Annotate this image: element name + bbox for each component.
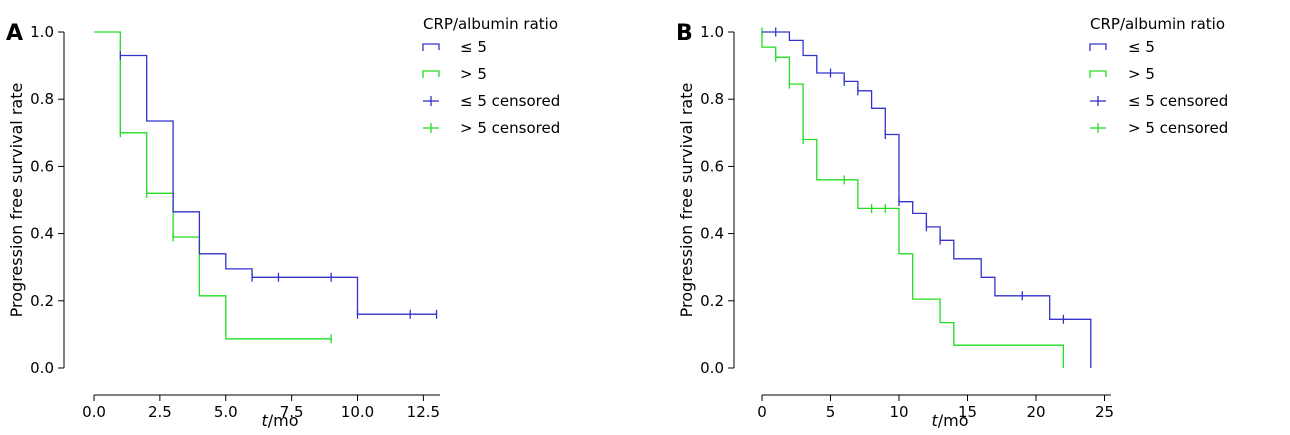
x-axis-label: t/mo xyxy=(261,411,298,430)
legend-label: > 5 xyxy=(1128,65,1155,83)
legend-symbols xyxy=(1089,43,1107,133)
y-tick-label: 0.2 xyxy=(30,292,54,310)
x-axis-label: t/mo xyxy=(931,411,968,430)
x-axis-ticks: 0 5 10 15 20 25 xyxy=(757,395,1114,421)
x-tick-label: 5.0 xyxy=(214,403,238,421)
panel-letter: B xyxy=(676,21,693,46)
x-tick-label: 10 xyxy=(889,403,908,421)
series-line xyxy=(762,31,1092,368)
y-tick-label: 1.0 xyxy=(700,23,724,41)
legend-symbols xyxy=(422,43,440,133)
y-tick-label: 0.6 xyxy=(700,157,724,175)
x-tick-label: 2.5 xyxy=(148,403,172,421)
legend-label: ≤ 5 xyxy=(460,38,487,56)
legend-title: CRP/albumin ratio xyxy=(423,15,558,33)
legend-step-symbol xyxy=(1089,43,1107,51)
x-tick-label: 0 xyxy=(757,403,767,421)
y-tick-label: 0.4 xyxy=(30,225,54,243)
legend-step-symbol xyxy=(422,43,440,51)
x-tick-label: 12.5 xyxy=(407,403,440,421)
y-axis-ticks: 0.0 0.2 0.4 0.6 0.8 1.0 xyxy=(700,23,734,377)
x-tick-label: 15 xyxy=(958,403,977,421)
plot-area xyxy=(94,31,438,344)
series-line xyxy=(120,54,437,315)
x-tick-label: 5 xyxy=(826,403,836,421)
legend-label: ≤ 5 censored xyxy=(460,92,560,110)
y-axis-ticks: 0.0 0.2 0.4 0.6 0.8 1.0 xyxy=(30,23,64,377)
legend-label: ≤ 5 xyxy=(1128,38,1155,56)
plot-area xyxy=(761,27,1092,368)
legend-label: ≤ 5 censored xyxy=(1128,92,1228,110)
x-tick-label: 7.5 xyxy=(280,403,304,421)
legend-label: > 5 censored xyxy=(460,119,560,137)
y-tick-label: 0.4 xyxy=(700,225,724,243)
y-tick-label: 1.0 xyxy=(30,23,54,41)
x-tick-label: 0.0 xyxy=(82,403,106,421)
legend-step-symbol xyxy=(1089,70,1107,78)
panel-a: A Progression free survival rate 0.00.20… xyxy=(6,15,560,430)
legend-title: CRP/albumin ratio xyxy=(1090,15,1225,33)
y-tick-label: 0.2 xyxy=(700,292,724,310)
panel-letter: A xyxy=(6,21,23,46)
series-line xyxy=(94,31,332,340)
panel-b: B Progression free survival rate 0.00.20… xyxy=(676,15,1228,430)
legend-step-symbol xyxy=(422,70,440,78)
legend-label: > 5 xyxy=(460,65,487,83)
x-tick-label: 10.0 xyxy=(341,403,374,421)
x-axis-ticks: 0.0 2.5 5.0 7.5 10.0 12.5 xyxy=(82,395,440,421)
y-axis-label: Progression free survival rate xyxy=(677,83,696,318)
x-tick-label: 20 xyxy=(1026,403,1045,421)
series-line xyxy=(761,32,1065,368)
legend: CRP/albumin ratio ≤ 5 > 5 ≤ 5 censored >… xyxy=(422,15,560,137)
y-tick-label: 0.0 xyxy=(700,359,724,377)
y-tick-label: 0.6 xyxy=(30,157,54,175)
y-tick-label: 0.0 xyxy=(30,359,54,377)
y-tick-label: 0.8 xyxy=(700,90,724,108)
x-tick-label: 25 xyxy=(1095,403,1114,421)
legend-label: > 5 censored xyxy=(1128,119,1228,137)
y-axis-label: Progression free survival rate xyxy=(7,83,26,318)
legend: CRP/albumin ratio ≤ 5 > 5 ≤ 5 censored >… xyxy=(1089,15,1228,137)
y-tick-label: 0.8 xyxy=(30,90,54,108)
